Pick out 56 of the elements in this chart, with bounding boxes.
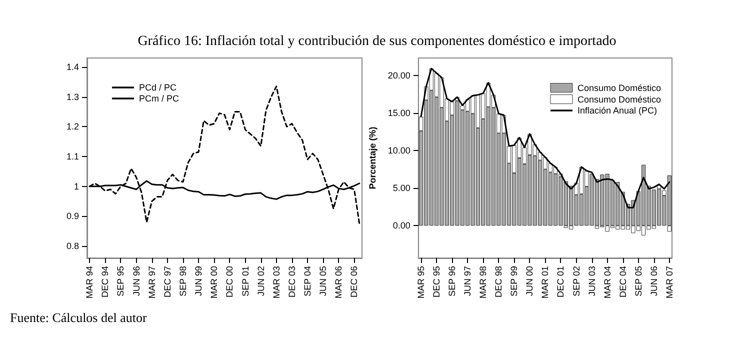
x-tick-label: MAR 07 bbox=[664, 266, 674, 299]
y-tick-label: 1.3 bbox=[66, 92, 79, 102]
x-tick-label: DEC 95 bbox=[432, 266, 442, 298]
x-tick-label: MAR 04 bbox=[602, 266, 612, 299]
x-tick-label: SEP 98 bbox=[178, 266, 188, 296]
y-tick-label: 0.9 bbox=[66, 211, 79, 222]
y-tick-label: 0.00 bbox=[392, 220, 410, 231]
x-tick-label: MAR 98 bbox=[478, 266, 488, 299]
line-series bbox=[420, 68, 670, 208]
legend-label: Consumo Doméstico bbox=[577, 82, 661, 93]
x-tick-label: JUN 97 bbox=[462, 266, 473, 296]
x-tick-label: JUN 00 bbox=[524, 266, 535, 296]
x-tick-label: DEC 94 bbox=[100, 266, 110, 298]
x-tick-label: SEP 01 bbox=[240, 266, 250, 296]
y-tick-label: 10.00 bbox=[388, 145, 410, 156]
y-tick-label: 20.00 bbox=[388, 70, 410, 80]
x-tick-label: SEP 95 bbox=[116, 266, 126, 296]
x-tick-label: MAR 03 bbox=[271, 266, 282, 299]
y-tick-label: 0.8 bbox=[66, 241, 79, 252]
x-tick-label: JUN 05 bbox=[318, 266, 328, 296]
x-tick-label: MAR 97 bbox=[146, 266, 157, 299]
x-tick-label: JUN 02 bbox=[256, 266, 266, 296]
y-tick-label: 1 bbox=[74, 181, 79, 192]
legend-label: PCm / PC bbox=[139, 94, 180, 104]
x-tick-label: DEC 04 bbox=[618, 266, 628, 298]
source-note: Fuente: Cálculos del autor bbox=[10, 310, 147, 326]
x-tick-label: MAR 95 bbox=[416, 266, 426, 299]
y-axis-title: Porcentaje (%) bbox=[368, 126, 378, 190]
y-tick-label: 5.00 bbox=[392, 183, 410, 194]
y-tick-label: 15.00 bbox=[388, 108, 410, 118]
legend-label: Consumo Doméstico bbox=[577, 94, 661, 104]
x-tick-label: SEP 02 bbox=[571, 266, 582, 296]
x-tick-label: MAR 01 bbox=[540, 266, 550, 299]
legend-label: PCd / PC bbox=[139, 82, 178, 92]
x-tick-label: JUN 99 bbox=[194, 266, 204, 296]
legend-label: Inflación Anual (PC) bbox=[577, 106, 658, 116]
y-tick-label: 1.2 bbox=[66, 122, 79, 132]
chart-title: Gráfico 16: Inflación total y contribución de sus componentes doméstico e importado bbox=[136, 34, 618, 50]
y-tick-label: 1.1 bbox=[66, 152, 79, 162]
y-tick-label: 1.4 bbox=[66, 62, 79, 72]
x-tick-label: SEP 04 bbox=[302, 266, 313, 296]
x-tick-label: MAR 00 bbox=[209, 266, 220, 299]
x-tick-label: JUN 96 bbox=[131, 266, 142, 296]
x-tick-label: JUN 03 bbox=[586, 266, 597, 296]
x-tick-label: DEC 98 bbox=[494, 266, 504, 298]
x-tick-label: DEC 06 bbox=[349, 266, 360, 298]
x-tick-label: MAR 94 bbox=[84, 266, 95, 299]
x-tick-label: DEC 00 bbox=[224, 266, 235, 298]
x-tick-label: JUN 06 bbox=[648, 266, 659, 296]
x-tick-label: DEC 97 bbox=[162, 266, 172, 298]
x-tick-label: SEP 05 bbox=[633, 266, 644, 296]
x-tick-label: DEC 01 bbox=[556, 266, 566, 298]
x-tick-label: DEC 03 bbox=[286, 266, 297, 298]
x-tick-label: MAR 06 bbox=[334, 266, 344, 299]
x-tick-label: SEP 99 bbox=[509, 266, 520, 296]
x-tick-label: SEP 96 bbox=[447, 266, 458, 296]
